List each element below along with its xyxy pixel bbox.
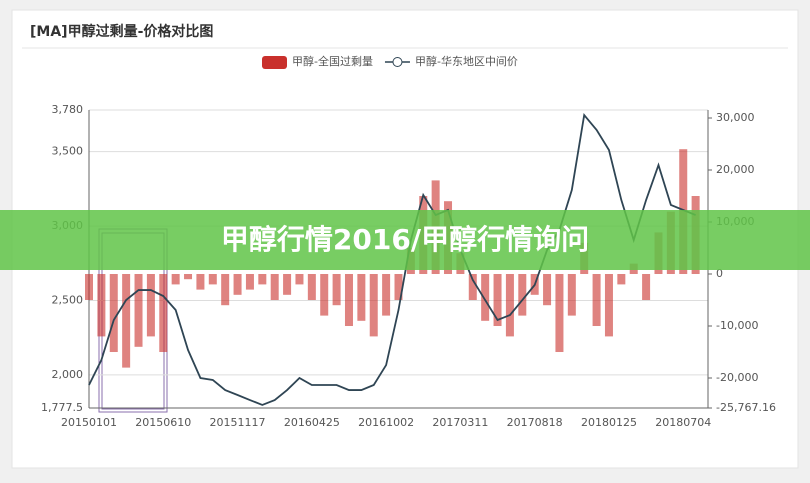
x-tick-label: 20151117 <box>210 416 266 429</box>
bar <box>567 274 576 316</box>
x-tick-label: 20170311 <box>432 416 488 429</box>
bar <box>642 274 651 301</box>
bar <box>543 274 552 306</box>
bar <box>555 274 564 353</box>
bar <box>270 274 279 301</box>
bar <box>357 274 366 321</box>
y2-tick-label: -10,000 <box>716 319 758 332</box>
x-tick-label: 20160425 <box>284 416 340 429</box>
bar <box>617 274 626 285</box>
y2-tick-label: 20,000 <box>716 163 755 176</box>
bar <box>109 274 118 353</box>
y-tick-label: 3,500 <box>52 145 84 158</box>
bar <box>146 274 155 337</box>
y-tick-label: 1,777.5 <box>41 401 83 414</box>
legend-swatch <box>262 56 287 69</box>
y2-tick-label: -20,000 <box>716 371 758 384</box>
bar <box>258 274 267 285</box>
bar <box>221 274 230 306</box>
chart-title: [MA]甲醇过剩量-价格对比图 <box>30 23 213 40</box>
bar <box>233 274 242 295</box>
banner-band <box>0 210 810 270</box>
x-tick-label: 20180704 <box>655 416 711 429</box>
banner-text: 甲醇行情2016/甲醇行情询问 <box>221 223 589 256</box>
bar <box>394 274 403 301</box>
bar <box>184 274 193 280</box>
bar <box>283 274 292 295</box>
y2-tick-label: 0 <box>716 267 723 280</box>
bar <box>592 274 601 327</box>
bar <box>369 274 378 337</box>
bar <box>196 274 205 290</box>
x-tick-label: 20161002 <box>358 416 414 429</box>
bar <box>518 274 527 316</box>
bar <box>97 274 106 337</box>
legend-label: 甲醇-全国过剩量 <box>292 54 373 68</box>
x-tick-label: 20150101 <box>61 416 117 429</box>
bar <box>320 274 329 316</box>
bar <box>245 274 254 290</box>
bar <box>134 274 143 347</box>
bar <box>382 274 391 316</box>
x-tick-label: 20170818 <box>507 416 563 429</box>
price-line <box>88 112 696 406</box>
bar <box>344 274 353 327</box>
bar <box>505 274 514 337</box>
bar <box>171 274 180 285</box>
legend-swatch <box>392 57 403 67</box>
bar <box>332 274 341 306</box>
bar <box>295 274 304 285</box>
bar <box>604 274 613 337</box>
y-tick-label: 3,780 <box>52 103 84 116</box>
x-tick-label: 20150610 <box>135 416 191 429</box>
y-tick-label: 2,000 <box>52 368 84 381</box>
bar <box>307 274 316 301</box>
bar <box>493 274 502 327</box>
bar <box>159 274 168 353</box>
bar <box>468 274 477 301</box>
legend-label: 甲醇-华东地区中间价 <box>415 54 518 68</box>
y-tick-label: 2,500 <box>52 293 84 306</box>
bar <box>85 274 93 301</box>
x-tick-label: 20180125 <box>581 416 637 429</box>
bar <box>208 274 217 285</box>
y2-tick-label: 30,000 <box>716 111 755 124</box>
bar <box>122 274 131 368</box>
bar <box>481 274 490 321</box>
y2-tick-label: -25,767.16 <box>716 401 776 414</box>
